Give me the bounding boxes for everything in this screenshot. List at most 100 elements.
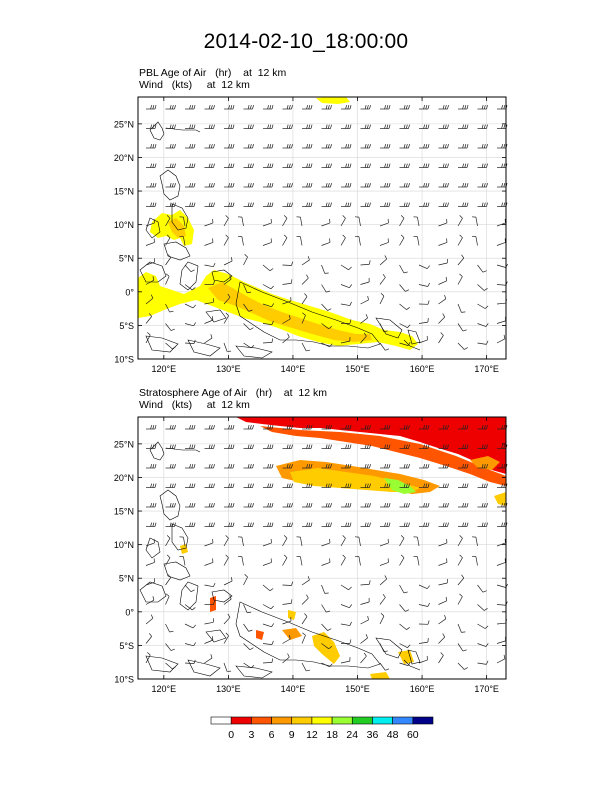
wind-barb [165, 444, 176, 449]
wind-barb [360, 464, 371, 469]
wind-barb [243, 124, 254, 129]
panel-frame-top [137, 96, 507, 360]
wind-barb [282, 444, 293, 449]
wind-barb [243, 342, 255, 349]
wind-barb [185, 105, 196, 110]
coastlines-top [139, 121, 421, 359]
wind-barb [204, 280, 215, 285]
wind-barb [457, 535, 463, 547]
strat-shading-orange-fringe [260, 426, 506, 486]
wind-barb [224, 503, 235, 508]
wind-barb [302, 522, 313, 527]
wind-barb [458, 483, 469, 488]
wind-barb [185, 425, 196, 430]
colorbar-swatch [351, 716, 373, 725]
wind-barb [399, 425, 410, 430]
wind-barb [418, 318, 429, 324]
wind-barb [243, 662, 255, 669]
wind-barb [262, 320, 274, 325]
panel-2-wind-unit: (kts) [171, 399, 193, 411]
colorbar-swatch [412, 716, 434, 725]
wind-barb [185, 202, 196, 207]
panel-1-wind-level: at 12 km [206, 79, 250, 91]
panel-2-label: Stratosphere Age of Air (hr) at 12 km Wi… [139, 387, 327, 411]
wind-barb [282, 234, 288, 246]
lon-label: 120°E [152, 364, 177, 374]
wind-barb [497, 483, 508, 488]
panel-frame-bottom [137, 416, 507, 680]
colorbar-swatch [291, 716, 313, 725]
map-panel-stratosphere: 25°N 20°N 15°N 10°N 5°N 0° 5°S 10°S 120°E 130°E 14… [114, 416, 509, 694]
lat-label: 20°N [114, 473, 134, 483]
strat-shading-dot-3 [256, 630, 264, 640]
lon-label: 130°E [216, 364, 241, 374]
wind-barb [360, 332, 367, 344]
wind-barb [471, 536, 478, 547]
wind-barb [438, 294, 447, 305]
wind-barb [282, 215, 288, 227]
wind-barb [477, 464, 488, 469]
strat-shading-dot-2 [210, 596, 216, 612]
wind-barb [204, 334, 213, 344]
wind-barb [263, 503, 274, 508]
wind-barb [477, 323, 489, 327]
wind-barb [341, 444, 352, 449]
lat-label: 25°N [114, 119, 134, 129]
wind-barb [360, 278, 370, 285]
wind-barb [204, 144, 215, 149]
wind-barb [321, 558, 331, 566]
colorbar-swatch [271, 716, 293, 725]
wind-barb [321, 218, 331, 227]
wind-barb [224, 105, 235, 110]
wind-barb [165, 124, 176, 129]
wind-barb [302, 425, 313, 430]
wind-barb [379, 342, 390, 351]
wind-barb [438, 332, 444, 344]
wind-barb [185, 183, 196, 188]
wind-barb [301, 274, 309, 285]
lon-label: 170°E [474, 684, 499, 694]
panel-1-level: at 12 km [243, 67, 287, 79]
wind-barb [204, 238, 214, 246]
wind-barb [145, 578, 155, 586]
wind-barb [458, 444, 469, 449]
wind-barb [419, 163, 430, 168]
wind-barb [243, 464, 254, 469]
wind-barb [165, 574, 171, 586]
wind-barb [243, 144, 254, 149]
wind-barb [243, 503, 254, 508]
wind-barb [262, 558, 272, 566]
wind-barb [301, 312, 306, 324]
wind-barb [399, 584, 408, 594]
wind-barb [321, 623, 332, 631]
wind-barb [497, 124, 508, 129]
wind-barb [399, 662, 411, 666]
wind-barb [301, 256, 310, 266]
wind-barb [380, 105, 391, 110]
lon-label: 160°E [410, 684, 435, 694]
wind-barb [380, 183, 391, 188]
wind-barb [438, 258, 448, 266]
wind-barb [399, 144, 410, 149]
wind-barb [262, 284, 274, 290]
wind-barb [165, 323, 175, 331]
wind-barb [165, 623, 174, 633]
axis-ticks-top: 25°N 20°N 15°N 10°N 5°N 0° 5°S 10°S 120°E 130°E 14… [114, 97, 506, 374]
wind-barb [165, 202, 176, 207]
panel-2-wind-name: Wind [139, 399, 163, 411]
wind-barb [360, 598, 370, 605]
wind-barb [379, 558, 389, 566]
panel-2-wind-level: at 12 km [206, 399, 250, 411]
wind-barb [399, 124, 410, 129]
wind-barb [223, 312, 229, 324]
wind-barb [419, 202, 430, 207]
wind-barb [282, 522, 293, 527]
wind-barb [243, 643, 254, 651]
wind-barb [321, 303, 332, 311]
map-panel-pbl: 25°N 20°N 15°N 10°N 5°N 0° 5°S 10°S 120°E 130°E 14… [114, 96, 509, 374]
wind-barb [496, 299, 507, 305]
wind-barb [179, 216, 186, 227]
lat-label: 15°N [114, 187, 134, 197]
colorbar-swatch [251, 716, 272, 725]
wind-barb [204, 425, 215, 430]
